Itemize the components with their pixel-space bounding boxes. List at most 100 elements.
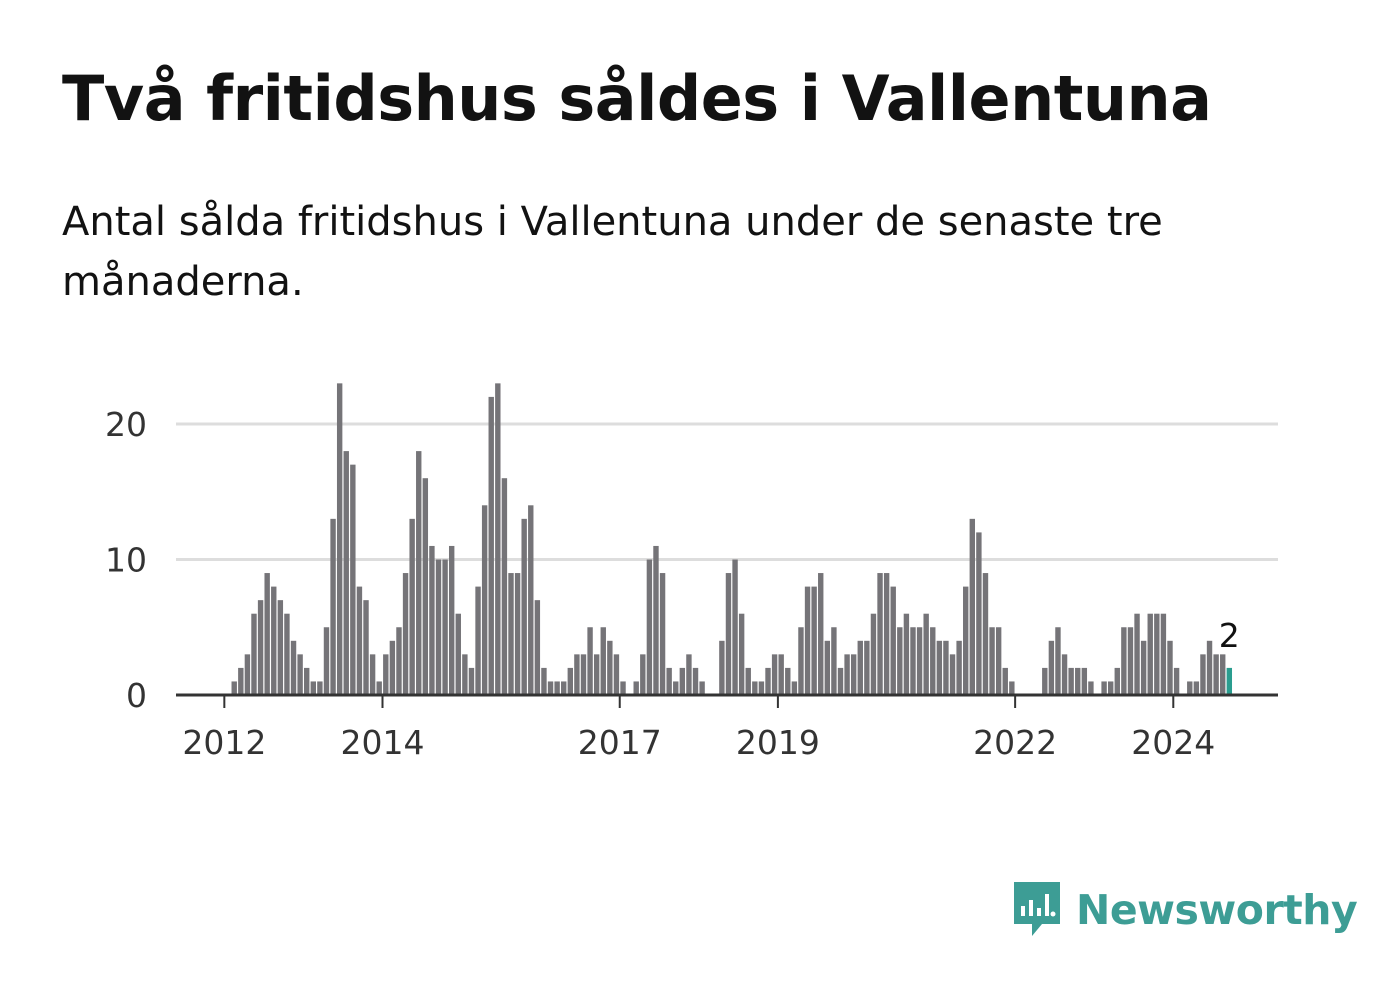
bar: [771, 654, 778, 695]
bar: [1055, 627, 1061, 695]
bar: [251, 613, 257, 695]
newsworthy-logo: Newsworthy: [1010, 878, 1358, 942]
bar: [422, 478, 429, 695]
bar: [271, 586, 277, 695]
bars: [231, 383, 1233, 695]
x-tick-label: 2019: [736, 723, 820, 762]
bar: [916, 627, 923, 695]
bar: [765, 667, 771, 695]
bar: [811, 586, 817, 695]
bar: [989, 627, 995, 695]
bar: [640, 654, 646, 695]
bar: [850, 654, 857, 695]
bar: [785, 667, 791, 695]
bar: [1140, 640, 1147, 695]
bar: [686, 654, 692, 695]
gridlines: [176, 422, 1278, 561]
bar: [442, 559, 448, 695]
bar: [336, 383, 343, 695]
bar: [554, 681, 560, 695]
bar: [1002, 667, 1008, 695]
bar: [798, 627, 804, 695]
bar: [593, 654, 600, 695]
chart-subtitle: Antal sålda fritidshus i Vallentuna unde…: [62, 199, 1163, 305]
bar: [1160, 613, 1167, 695]
bar: [580, 654, 587, 695]
bar: [982, 573, 989, 695]
bar: [297, 654, 303, 695]
bar: [804, 586, 811, 695]
bar: [396, 627, 402, 695]
bar: [831, 627, 837, 695]
labels: 0 10 20 2012 2014 2017 2019 2022 2024 2: [105, 405, 1240, 762]
bar: [514, 573, 521, 695]
bar: [1134, 613, 1140, 695]
bar: [758, 681, 765, 695]
bar: [600, 627, 606, 695]
bar: [1127, 627, 1134, 695]
bar: [1042, 667, 1048, 695]
bar: [561, 681, 567, 695]
bar: [587, 627, 593, 695]
bar: [923, 613, 929, 695]
bar: [1101, 681, 1107, 695]
bar: [1147, 613, 1153, 695]
bar: [435, 559, 442, 695]
bar: [574, 654, 580, 695]
bar: [646, 559, 653, 695]
bar: [1114, 667, 1120, 695]
bar: [936, 640, 943, 695]
bar: [277, 600, 284, 695]
bar: [1048, 640, 1055, 695]
bar: [495, 383, 501, 695]
bar: [1154, 613, 1160, 695]
bar: [1107, 681, 1114, 695]
bar: [376, 681, 382, 695]
x-tick-label: 2014: [341, 723, 425, 762]
bar: [363, 600, 369, 695]
bar: [567, 667, 574, 695]
bar: [448, 545, 455, 695]
bar: [475, 586, 481, 695]
bar-highlight: [1226, 667, 1233, 695]
bar: [383, 654, 389, 695]
bar: [528, 505, 534, 695]
bar: [416, 451, 422, 695]
bar: [488, 396, 494, 695]
bar: [791, 681, 798, 695]
bar: [468, 667, 475, 695]
y-tick-label: 10: [105, 541, 147, 580]
bar: [864, 640, 870, 695]
bar: [719, 640, 725, 695]
bar: [910, 627, 916, 695]
bar: [870, 613, 877, 695]
bar: [508, 573, 514, 695]
bar: [304, 667, 310, 695]
bar: [844, 654, 850, 695]
bar: [501, 478, 508, 695]
bar: [1220, 654, 1226, 695]
bar: [1009, 681, 1015, 695]
bar: [1173, 667, 1180, 695]
bar: [429, 545, 435, 695]
bar: [679, 667, 686, 695]
bar: [343, 451, 349, 695]
bar: [462, 654, 468, 695]
bar: [732, 559, 738, 695]
bar: [1206, 640, 1213, 695]
bar: [890, 586, 896, 695]
bar: [778, 654, 784, 695]
bar: [837, 667, 844, 695]
bar: [659, 573, 666, 695]
bar: [481, 505, 488, 695]
bar: [521, 518, 527, 695]
bar: [897, 627, 903, 695]
bar: [244, 654, 251, 695]
bar: [969, 518, 975, 695]
bar: [653, 545, 659, 695]
bar: [257, 600, 264, 695]
bar: [725, 573, 732, 695]
bar: [409, 518, 415, 695]
bar: [673, 681, 679, 695]
